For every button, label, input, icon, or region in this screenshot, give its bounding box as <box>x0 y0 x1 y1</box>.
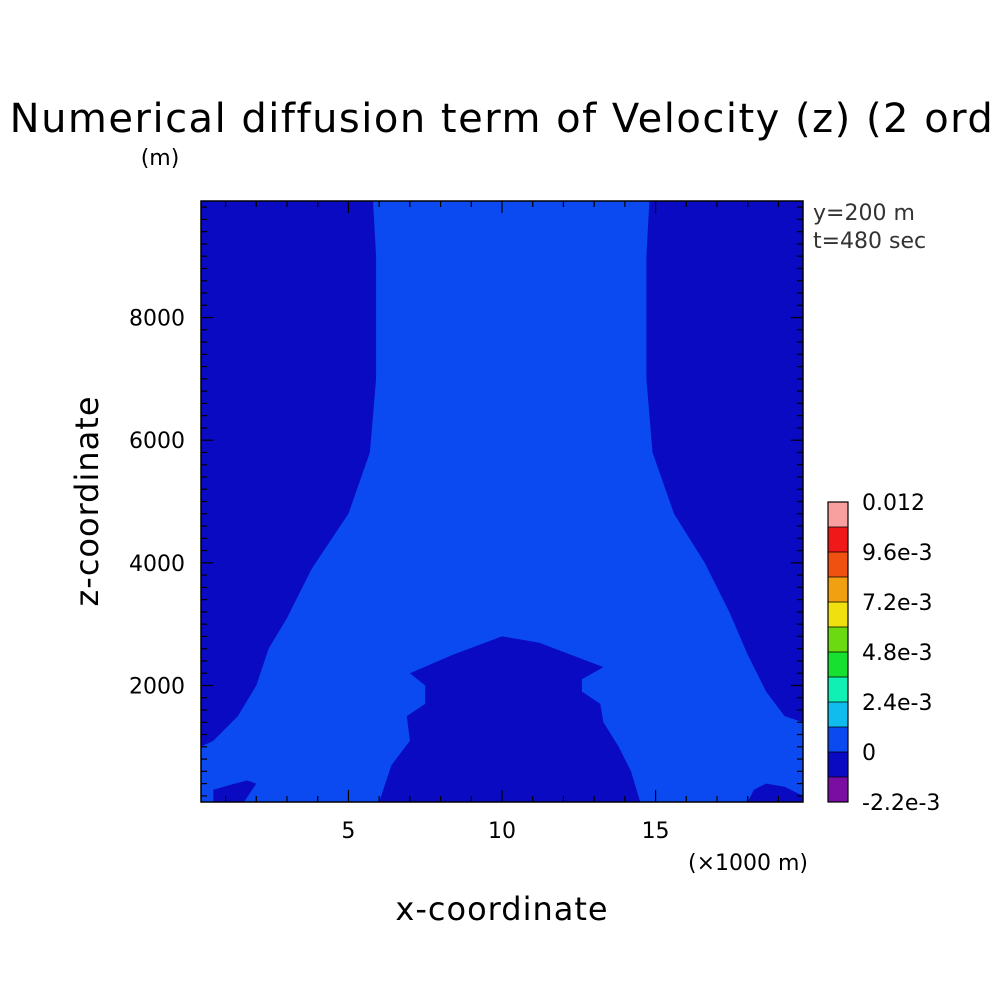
colorbar-swatch <box>828 602 848 627</box>
x-tick-label: 15 <box>642 819 670 844</box>
colorbar-swatch <box>828 727 848 752</box>
colorbar-swatch <box>828 502 848 527</box>
colorbar-swatch <box>828 552 848 577</box>
colorbar-label: 2.4e-3 <box>862 691 932 716</box>
colorbar-swatch <box>828 752 848 777</box>
colorbar-label: 4.8e-3 <box>862 641 932 666</box>
annotation-time: t=480 sec <box>813 229 926 254</box>
colorbar-swatch <box>828 677 848 702</box>
y-axis-label: z-coordinate <box>68 395 106 606</box>
x-axis-ticks: 5 10 15 <box>224 201 780 844</box>
colorbar-swatch <box>828 527 848 552</box>
y-tick-label: 8000 <box>129 307 185 332</box>
colorbar-label: 7.2e-3 <box>862 591 932 616</box>
x-axis-label: x-coordinate <box>395 890 608 928</box>
colorbar-swatch <box>828 652 848 677</box>
annotation-y-slice: y=200 m <box>813 201 915 226</box>
colorbar-swatch <box>828 702 848 727</box>
colorbar-swatch <box>828 577 848 602</box>
colorbar-label: 0 <box>862 741 876 766</box>
y-tick-label: 2000 <box>129 674 185 699</box>
y-axis-ticks: 2000 4000 6000 8000 <box>129 206 803 797</box>
plot-area <box>200 200 804 803</box>
colorbar-label: 9.6e-3 <box>862 541 932 566</box>
y-tick-label: 4000 <box>129 552 185 577</box>
negative-region-center <box>379 636 641 802</box>
negative-region-bottom-right <box>747 783 803 802</box>
negative-region-left <box>201 201 377 747</box>
colorbar: 0.012 9.6e-3 7.2e-3 4.8e-3 2.4e-3 0 -2.2e-3 <box>827 491 940 816</box>
negative-region-bottom-left <box>213 780 257 802</box>
colorbar-label: 0.012 <box>862 491 925 516</box>
negative-region-right <box>646 201 803 723</box>
x-tick-label: 10 <box>488 819 516 844</box>
colorbar-swatch <box>828 777 848 802</box>
chart-title: Numerical diffusion term of Velocity (z)… <box>10 96 995 142</box>
y-tick-label: 6000 <box>129 429 185 454</box>
colorbar-label: -2.2e-3 <box>862 791 940 816</box>
colorbar-swatch <box>828 627 848 652</box>
x-tick-label: 5 <box>341 819 355 844</box>
x-unit-label: (×1000 m) <box>688 851 808 876</box>
y-unit-label: (m) <box>141 146 180 171</box>
